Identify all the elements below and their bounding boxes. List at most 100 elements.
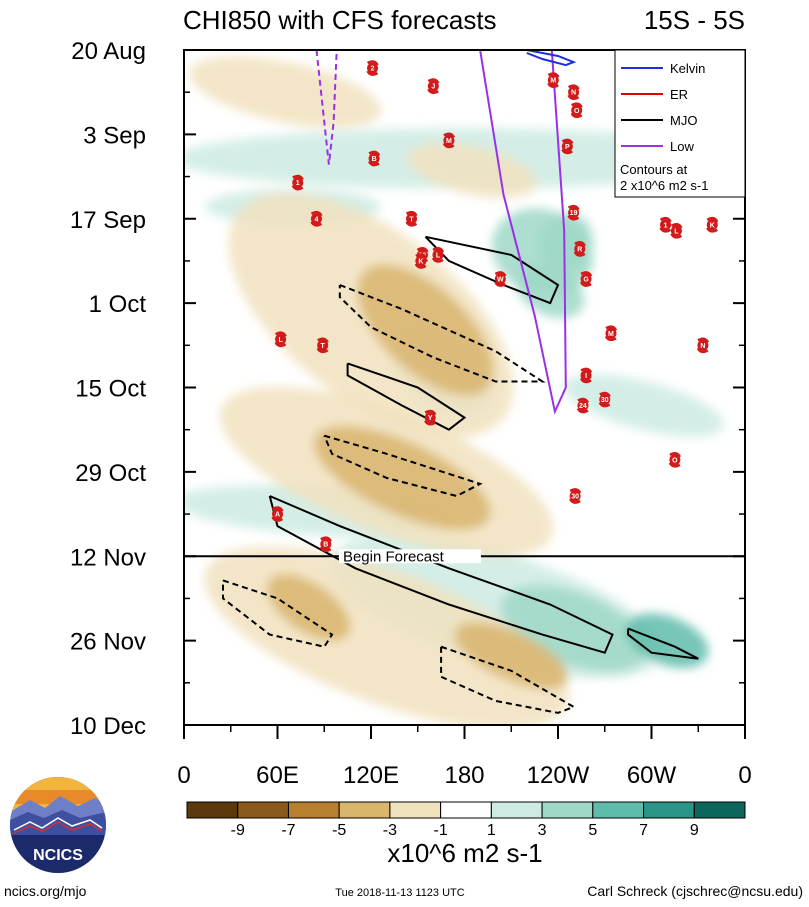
ncics-logo: NCICS [10, 777, 106, 873]
x-tick-label: 180 [444, 762, 484, 789]
y-tick-label: 20 Aug [71, 38, 146, 65]
storm-label: W [497, 277, 504, 284]
storm-marker: J [427, 78, 440, 95]
storm-label: A [275, 512, 280, 519]
storm-label: 1 [296, 180, 300, 187]
mjo-contour [338, 284, 546, 383]
contour-layer [222, 50, 699, 714]
storm-marker: K [414, 253, 427, 269]
legend-note: Contours at [620, 162, 688, 177]
x-tick-label: 60W [627, 762, 677, 789]
storm-label: M [608, 331, 614, 338]
storm-marker: 30 [569, 488, 582, 504]
y-tick-label: 10 Dec [70, 713, 146, 740]
storm-label: P [565, 144, 570, 151]
storm-label: O [672, 457, 678, 464]
anomaly-region [313, 425, 491, 530]
storm-label: J [431, 84, 435, 91]
colorbar-tick-label: 9 [690, 822, 699, 839]
colorbar-swatch [186, 801, 239, 819]
x-axis: 0 60E 120E 180 120W 60W 0 [177, 725, 752, 789]
colorbar-tick-label: 5 [588, 822, 597, 839]
colorbar-tick-label: 7 [639, 822, 648, 839]
colorbar-tick-label: -9 [231, 822, 245, 839]
storm-label: 30 [601, 397, 609, 404]
anomaly-region [189, 56, 381, 128]
colorbar-swatch [592, 801, 645, 819]
storm-label: L [436, 252, 441, 259]
x-tick-label: 0 [177, 762, 190, 789]
mjo-contour [440, 645, 576, 714]
storm-label: 1 [664, 222, 668, 229]
storm-label: N [571, 90, 576, 97]
storm-marker: L [431, 247, 445, 263]
anomaly-region [516, 263, 585, 319]
anomaly-region [563, 374, 724, 437]
storm-label: L [278, 337, 283, 344]
forecast-label-bg [338, 549, 481, 564]
storm-marker: Y [424, 409, 437, 426]
legend-label: Low [670, 139, 694, 154]
storm-marker: G [579, 271, 593, 287]
colorbar-tick-label: 3 [538, 822, 547, 839]
colorbar-swatch [490, 801, 543, 819]
y-tick-label: 15 Oct [75, 376, 146, 403]
colorbar-tick-label: 1 [487, 822, 496, 839]
colorbar: -9 -7 -5 -3 -1 1 3 5 7 9 [186, 801, 746, 839]
colorbar-swatch [389, 801, 442, 819]
x-tick-label: 0 [738, 762, 751, 789]
colorbar-tick-label: -7 [281, 822, 295, 839]
x-tick-label: 120E [343, 762, 399, 789]
y-tick-label: 1 Oct [89, 291, 147, 318]
low-contour [479, 50, 567, 415]
anomaly-region [538, 213, 593, 273]
y-tick-label: 26 Nov [70, 629, 146, 656]
y-axis: 20 Aug 3 Sep 17 Sep 1 Oct 15 Oct 29 Oct 12 Nov… [70, 38, 745, 740]
legend-label: ER [670, 87, 688, 102]
storm-label: 24 [579, 403, 587, 410]
storm-label: 19 [570, 210, 578, 217]
storm-label: G [583, 277, 589, 284]
storm-marker: O [668, 451, 681, 468]
mjo-contour [323, 434, 483, 498]
storm-marker: 24 [576, 397, 590, 414]
storm-label: R [577, 246, 582, 253]
storm-marker: T [405, 210, 418, 227]
storm-marker: W [494, 271, 507, 287]
storm-label: B [372, 156, 377, 163]
colorbar-tick-label: -1 [434, 822, 448, 839]
storm-label: N [700, 343, 705, 350]
footer-url: ncics.org/mjo [4, 883, 87, 899]
storm-marker: M [547, 72, 560, 88]
storm-label: Y [428, 415, 433, 422]
colorbar-swatch [338, 801, 391, 819]
storm-marker: 2 [366, 60, 379, 76]
mjo-contour [346, 362, 467, 431]
storm-label: K [418, 258, 423, 265]
colorbar-swatch [643, 801, 695, 819]
storm-layer: 2JMNOMBP14T191LKL26KRWGLTMNI2430YO30AB [271, 60, 719, 553]
anomaly-region [357, 264, 494, 396]
storm-label: M [550, 78, 556, 85]
legend-note: 2 x10^6 m2 s-1 [620, 178, 708, 193]
footer-author: Carl Schreck (cjschrec@ncsu.edu) [587, 883, 803, 899]
colorbar-tick-label: -3 [383, 822, 397, 839]
mjo-contour [424, 235, 560, 305]
storm-marker: N [567, 84, 580, 101]
kelvin-contour [526, 50, 577, 67]
storm-marker: A [271, 506, 284, 522]
storm-marker: 1 [291, 174, 304, 191]
storm-marker: 1 [659, 216, 672, 233]
storm-label: 30 [571, 493, 579, 500]
storm-label: O [574, 108, 580, 115]
anomaly-field [184, 56, 745, 725]
colorbar-tick-label: -5 [332, 822, 346, 839]
storm-label: K [710, 222, 715, 229]
y-tick-label: 17 Sep [70, 207, 146, 234]
storm-label: T [321, 343, 326, 350]
storm-label: M [446, 138, 452, 145]
storm-marker: B [367, 150, 381, 167]
x-tick-label: 60E [256, 762, 299, 789]
x-tick-label: 120W [527, 762, 590, 789]
